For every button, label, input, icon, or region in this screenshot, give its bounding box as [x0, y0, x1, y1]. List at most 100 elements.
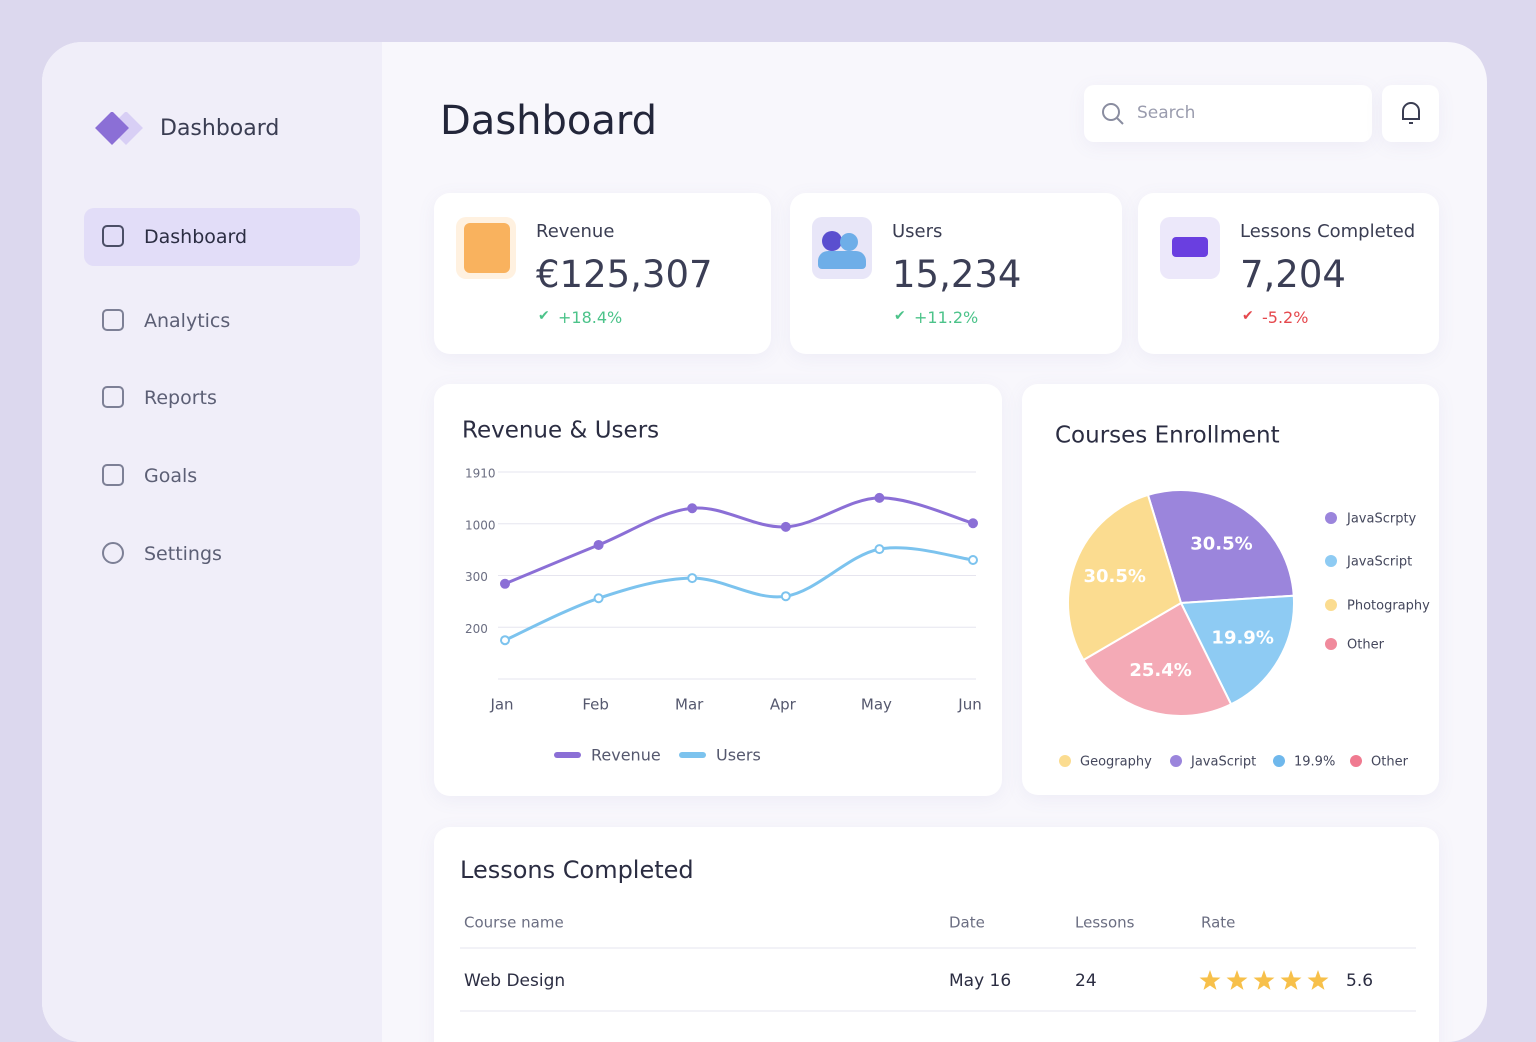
kpi-icon — [1160, 217, 1220, 279]
data-point — [687, 573, 698, 584]
legend-label: JavaScript — [1190, 755, 1256, 770]
legend-label: JavaScrpty — [1346, 512, 1417, 527]
data-point — [780, 591, 791, 602]
data-point — [593, 539, 604, 550]
x-tick-label: Jun — [957, 696, 981, 714]
pie-slice — [1067, 493, 1183, 662]
search-icon — [1102, 103, 1124, 125]
nav-item[interactable]: Reports — [84, 369, 360, 427]
data-point — [968, 554, 978, 565]
chart-title: Courses Enrollment — [1055, 423, 1280, 449]
pie-slice — [1082, 601, 1233, 717]
legend-swatch — [679, 752, 706, 758]
legend-dot — [1059, 755, 1071, 767]
legend-label: Users — [716, 746, 761, 765]
legend-dot — [1170, 755, 1182, 767]
nav-item[interactable]: Dashboard — [84, 208, 360, 266]
nav-label: Dashboard — [144, 226, 248, 248]
kpi-icon — [812, 217, 872, 279]
legend-dot — [1325, 512, 1337, 524]
x-tick-label: Feb — [582, 696, 609, 714]
logo — [95, 112, 143, 145]
slice-label: 19.9% — [1211, 628, 1273, 649]
nav-item[interactable]: Settings — [84, 525, 360, 583]
trend-icon: ✔ — [1242, 308, 1254, 324]
search-box[interactable]: Search — [1084, 85, 1372, 142]
y-tick-label: 1910 — [465, 467, 496, 481]
legend-label: 19.9% — [1294, 755, 1335, 770]
legend-dot — [1350, 755, 1362, 767]
column-header: Date — [949, 914, 985, 932]
data-point — [874, 492, 885, 503]
legend-swatch — [554, 752, 581, 758]
kpi-card: Lessons Completed 7,204 -5.2% ✔ — [1138, 193, 1439, 354]
nav-label: Analytics — [144, 310, 231, 332]
trend-icon: ✔ — [538, 308, 550, 324]
nav-label: Goals — [144, 465, 198, 487]
data-point — [593, 593, 604, 604]
legend-dot — [1325, 555, 1337, 567]
kpi-value: 7,204 — [1240, 253, 1346, 296]
search-placeholder: Search — [1137, 103, 1196, 123]
data-point — [874, 544, 885, 555]
table-title: Lessons Completed — [460, 856, 694, 884]
kpi-label: Users — [892, 221, 943, 242]
star-icon — [1226, 970, 1248, 990]
data-point — [780, 521, 791, 532]
y-tick-label: 200 — [465, 622, 488, 636]
nav-label: Reports — [144, 387, 217, 409]
legend-label: Other — [1371, 755, 1409, 770]
x-tick-label: Mar — [675, 696, 704, 714]
table-cell: Web Design — [464, 971, 565, 991]
x-tick-label: Apr — [770, 696, 797, 714]
y-tick-label: 1000 — [465, 518, 496, 532]
nav-label: Settings — [144, 543, 222, 565]
kpi-change: +18.4% ✔ — [538, 308, 623, 327]
page-title: Dashboard — [440, 98, 658, 144]
chart-title: Revenue & Users — [462, 418, 659, 444]
slice-label: 30.5% — [1083, 566, 1145, 587]
line-chart-card — [434, 384, 1002, 796]
legend-dot — [1273, 755, 1285, 767]
star-icon — [1307, 970, 1329, 990]
notification-button[interactable] — [1382, 85, 1439, 142]
nav-item[interactable]: Goals — [84, 447, 360, 505]
y-tick-label: 300 — [465, 570, 488, 584]
x-tick-label: May — [861, 696, 892, 714]
pie-slice — [1146, 489, 1295, 605]
kpi-change: +11.2% ✔ — [894, 308, 979, 327]
kpi-icon — [456, 217, 516, 279]
series-line — [504, 496, 974, 586]
x-tick-label: Jan — [489, 696, 513, 714]
star-icon — [1280, 970, 1302, 990]
legend-label: Photography — [1347, 599, 1430, 614]
legend-dot — [1325, 638, 1337, 650]
data-point — [500, 635, 510, 646]
kpi-label: Revenue — [536, 221, 615, 242]
table-cell: 5.6 — [1346, 971, 1373, 991]
column-header: Lessons — [1075, 914, 1135, 932]
legend-dot — [1325, 599, 1337, 611]
legend-label: Other — [1347, 638, 1385, 653]
kpi-label: Lessons Completed — [1240, 221, 1416, 242]
data-point — [687, 503, 698, 514]
bell-icon — [1402, 102, 1420, 124]
kpi-card: Revenue €125,307 +18.4% ✔ — [434, 193, 771, 354]
table-cell: 24 — [1075, 971, 1097, 991]
series-line — [504, 546, 974, 642]
trend-icon: ✔ — [894, 308, 906, 324]
kpi-card: Users 15,234 +11.2% ✔ — [790, 193, 1122, 354]
data-point — [968, 518, 978, 529]
kpi-value: €125,307 — [536, 253, 713, 296]
kpi-value: 15,234 — [892, 253, 1022, 296]
sidebar: Dashboard Dashboard Analytics Reports Go… — [42, 42, 382, 1042]
column-header: Course name — [464, 914, 564, 932]
data-point — [500, 578, 510, 589]
table-card — [434, 827, 1439, 1042]
nav-item[interactable]: Analytics — [84, 292, 360, 350]
star-icon — [1199, 970, 1221, 990]
table-cell: May 16 — [949, 971, 1011, 991]
kpi-change: -5.2% ✔ — [1242, 308, 1309, 327]
